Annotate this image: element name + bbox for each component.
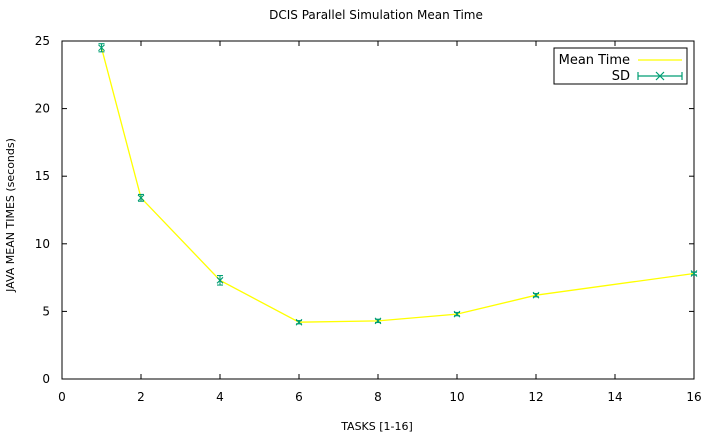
mean-time-line xyxy=(100,47,695,323)
chart-title: DCIS Parallel Simulation Mean Time xyxy=(269,8,483,22)
sd-point xyxy=(295,318,303,326)
sd-point xyxy=(137,193,145,202)
sd-marker xyxy=(453,310,461,318)
series-layer xyxy=(98,43,698,326)
x-tick-label: 6 xyxy=(295,390,303,404)
x-axis: 0 2 4 6 8 10 12 14 16 xyxy=(58,41,702,404)
legend: Mean Time SD xyxy=(553,47,688,85)
y-tick-label: 5 xyxy=(42,304,50,318)
sd-point xyxy=(216,275,224,286)
y-tick-label: 25 xyxy=(35,34,50,48)
x-tick-label: 0 xyxy=(58,390,66,404)
y-axis-label: JAVA MEAN TIMES (seconds) xyxy=(4,138,17,293)
sd-point xyxy=(690,270,698,277)
legend-box xyxy=(553,47,688,85)
sd-marker xyxy=(216,276,224,284)
x-tick-label: 16 xyxy=(686,390,701,404)
y-tick-label: 20 xyxy=(35,102,50,116)
y-tick-label: 15 xyxy=(35,169,50,183)
y-tick-label: 10 xyxy=(35,237,50,251)
x-tick-label: 8 xyxy=(374,390,382,404)
x-tick-label: 4 xyxy=(216,390,224,404)
sd-point xyxy=(98,43,105,53)
sd-marker xyxy=(98,44,105,52)
x-tick-label: 10 xyxy=(449,390,464,404)
legend-label-mean-time: Mean Time xyxy=(559,53,630,68)
sd-marker xyxy=(690,270,698,277)
y-axis: 0 5 10 15 20 25 xyxy=(35,34,694,386)
plot-frame xyxy=(61,40,695,380)
legend-swatch-sd xyxy=(637,71,683,81)
sd-marker xyxy=(374,317,382,325)
sd-point xyxy=(532,291,540,299)
x-tick-label: 12 xyxy=(528,390,543,404)
sd-point xyxy=(374,317,382,325)
sd-point xyxy=(453,310,461,318)
sd-marker xyxy=(532,291,540,299)
sd-marker xyxy=(295,318,303,326)
x-axis-label: TASKS [1-16] xyxy=(340,420,413,433)
y-tick-label: 0 xyxy=(42,372,50,386)
sd-marker xyxy=(137,194,145,202)
x-tick-label: 2 xyxy=(137,390,145,404)
x-tick-label: 14 xyxy=(607,390,622,404)
legend-label-sd: SD xyxy=(612,69,630,84)
